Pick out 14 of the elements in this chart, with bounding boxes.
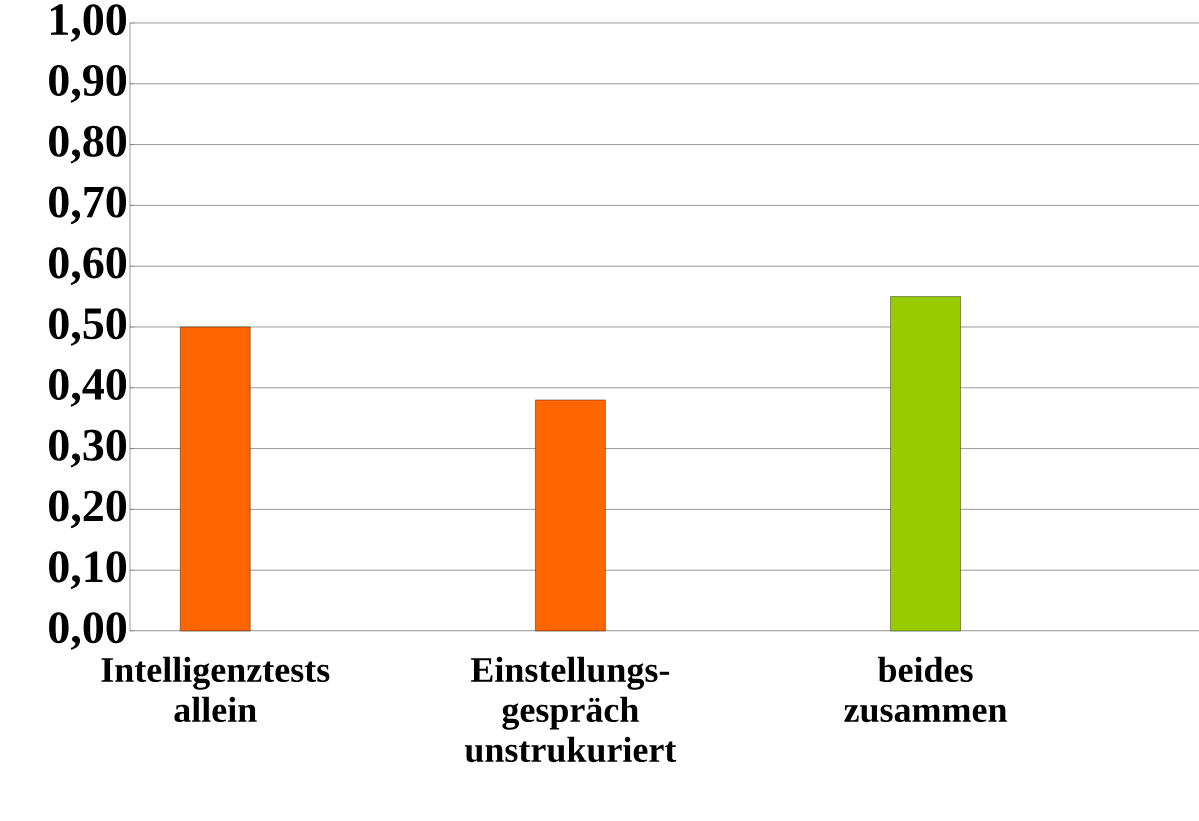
x-tick-label: Einstellungs-gespräch unstrukuriert: [464, 656, 677, 763]
x-tick-label: Intelligenztests allein: [101, 656, 330, 723]
y-tick-label: 0,60: [49, 247, 127, 286]
y-tick-label: 0,10: [49, 551, 127, 590]
y-tick-label: 0,20: [49, 490, 127, 529]
x-tick-label: beides zusammen: [844, 656, 1007, 723]
y-tick-label: 0,70: [49, 186, 127, 225]
y-tick-label: 0,80: [49, 125, 127, 164]
y-tick-label: 0,00: [49, 612, 127, 650]
y-tick-label: 0,50: [49, 308, 127, 346]
y-tick-label: 0,90: [49, 64, 127, 103]
y-tick-label: 0,30: [49, 429, 127, 468]
y-tick-label: 0,40: [49, 368, 127, 407]
y-tick-label: 1,00: [50, 4, 127, 42]
